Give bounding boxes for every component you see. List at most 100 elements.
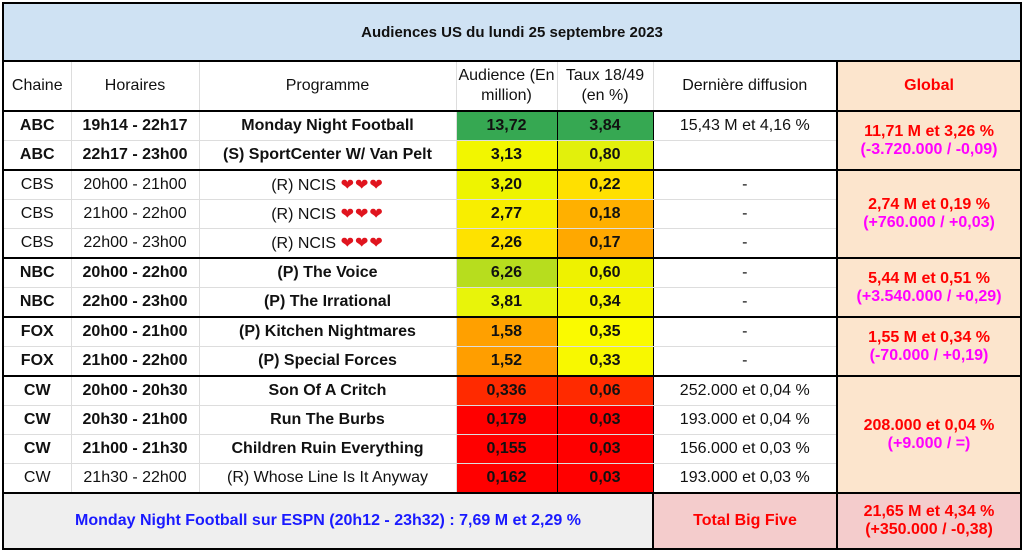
- derniere-diffusion-cell: -: [652, 199, 838, 229]
- table-row: CW 21h00 - 21h30 Children Ruin Everything 0…: [2, 434, 1021, 464]
- global-diff: (-70.000 / +0,19): [869, 346, 989, 364]
- chaine-cell: NBC: [2, 287, 72, 318]
- heart-icons: ❤❤❤: [340, 177, 384, 194]
- audience-cell: 2,26: [455, 228, 558, 259]
- horaires-cell: 19h14 - 22h17: [70, 110, 200, 141]
- global-cell: 2,74 M et 0,19 % (+760.000 / +0,03): [835, 169, 1022, 259]
- audience-cell: 1,58: [455, 316, 558, 347]
- header-row: Chaine Horaires Programme Audience (En m…: [2, 60, 1022, 112]
- derniere-diffusion-cell: -: [652, 287, 838, 318]
- programme-cell: (P) Kitchen Nightmares: [198, 316, 457, 347]
- taux-cell: 0,18: [556, 199, 654, 229]
- chaine-cell: ABC: [2, 110, 72, 141]
- global-diff: (+3.540.000 / +0,29): [856, 287, 1002, 305]
- horaires-cell: 22h17 - 23h00: [70, 140, 200, 171]
- chaine-cell: CW: [2, 405, 72, 435]
- table-title: Audiences US du lundi 25 septembre 2023: [1, 2, 1023, 62]
- taux-cell: 0,34: [556, 287, 654, 318]
- programme-cell: (R) NCIS ❤❤❤: [198, 199, 457, 229]
- chaine-cell: CW: [2, 375, 72, 406]
- programme-cell: (R) Whose Line Is It Anyway: [198, 463, 457, 494]
- total-main: 21,65 M et 4,34 %: [863, 503, 995, 520]
- total-diff: (+350.000 / -0,38): [865, 521, 993, 538]
- taux-cell: 0,33: [556, 346, 654, 377]
- audience-cell: 6,26: [455, 257, 558, 288]
- programme-cell: Children Ruin Everything: [198, 434, 457, 464]
- programme-name: (P) The Irrational: [263, 293, 392, 310]
- programme-name: (R) NCIS: [271, 177, 337, 194]
- horaires-cell: 22h00 - 23h00: [70, 287, 200, 318]
- taux-cell: 0,17: [556, 228, 654, 259]
- header-taux: Taux 18/49 (en %): [556, 60, 654, 112]
- table-row: ABC 22h17 - 23h00 (S) SportCenter W/ Van P…: [2, 140, 1021, 171]
- programme-name: (R) NCIS: [271, 235, 337, 252]
- programme-name: Monday Night Football: [241, 117, 414, 134]
- global-cell: 208.000 et 0,04 % (+9.000 / =): [835, 375, 1022, 494]
- horaires-cell: 20h30 - 21h00: [70, 405, 200, 435]
- global-main: 208.000 et 0,04 %: [863, 416, 995, 434]
- table-row: CBS 22h00 - 23h00 (R) NCIS ❤❤❤ 2,26 0,17-: [2, 228, 1021, 259]
- header-derniere: Dernière diffusion: [652, 60, 838, 112]
- horaires-cell: 21h00 - 22h00: [70, 199, 200, 229]
- derniere-diffusion-cell: 156.000 et 0,03 %: [652, 434, 838, 464]
- programme-name: (P) Special Forces: [258, 352, 397, 369]
- total-big-five-label: Total Big Five: [652, 492, 838, 550]
- taux-cell: 0,03: [556, 405, 654, 435]
- programme-cell: (R) NCIS ❤❤❤: [198, 169, 457, 200]
- programme-name: Children Ruin Everything: [231, 440, 424, 457]
- audience-cell: 3,13: [455, 140, 558, 171]
- audience-cell: 0,155: [455, 434, 558, 464]
- header-programme: Programme: [198, 60, 457, 112]
- horaires-cell: 20h00 - 21h00: [70, 316, 200, 347]
- derniere-diffusion-cell: 15,43 M et 4,16 %: [652, 110, 838, 141]
- table-row: ABC 19h14 - 22h17 Monday Night Football 13,…: [2, 110, 1022, 171]
- global-cell: 11,71 M et 3,26 % (-3.720.000 / -0,09): [835, 110, 1022, 171]
- audience-cell: 0,179: [455, 405, 558, 435]
- global-diff: (-3.720.000 / -0,09): [860, 140, 998, 158]
- taux-cell: 3,84: [556, 110, 654, 141]
- derniere-diffusion-cell: -: [652, 228, 838, 259]
- global-main: 1,55 M et 0,34 %: [868, 328, 990, 346]
- header-global: Global: [835, 60, 1022, 112]
- global-main: 5,44 M et 0,51 %: [868, 269, 990, 287]
- taux-cell: 0,60: [556, 257, 654, 288]
- programme-cell: Run The Burbs: [198, 405, 457, 435]
- derniere-diffusion-cell: -: [652, 316, 838, 347]
- header-audience: Audience (En million): [455, 60, 558, 112]
- programme-cell: (P) The Voice: [198, 257, 457, 288]
- global-cell: 1,55 M et 0,34 % (-70.000 / +0,19): [835, 316, 1022, 377]
- horaires-cell: 21h00 - 21h30: [70, 434, 200, 464]
- chaine-cell: CW: [2, 463, 72, 494]
- derniere-diffusion-cell: [652, 140, 838, 171]
- programme-cell: Monday Night Football: [198, 110, 457, 141]
- programme-name: Son Of A Critch: [268, 382, 387, 399]
- audience-cell: 2,77: [455, 199, 558, 229]
- chaine-cell: FOX: [2, 346, 72, 377]
- taux-cell: 0,35: [556, 316, 654, 347]
- taux-cell: 0,80: [556, 140, 654, 171]
- heart-icons: ❤❤❤: [340, 235, 384, 252]
- espn-note: Monday Night Football sur ESPN (20h12 - …: [2, 492, 654, 550]
- audience-cell: 1,52: [455, 346, 558, 377]
- audience-cell: 3,20: [455, 169, 558, 200]
- audience-cell: 3,81: [455, 287, 558, 318]
- header-chaine: Chaine: [2, 60, 72, 112]
- chaine-cell: ABC: [2, 140, 72, 171]
- programme-cell: (R) NCIS ❤❤❤: [198, 228, 457, 259]
- global-cell: 5,44 M et 0,51 % (+3.540.000 / +0,29): [835, 257, 1022, 318]
- horaires-cell: 21h00 - 22h00: [70, 346, 200, 377]
- global-diff: (+9.000 / =): [887, 434, 971, 452]
- heart-icons: ❤❤❤: [340, 206, 384, 223]
- chaine-cell: CBS: [2, 199, 72, 229]
- programme-name: Run The Burbs: [270, 411, 385, 428]
- table-row: CW 21h30 - 22h00 (R) Whose Line Is It Anyw…: [2, 463, 1021, 494]
- programme-name: (P) The Voice: [277, 264, 378, 281]
- horaires-cell: 22h00 - 23h00: [70, 228, 200, 259]
- programme-cell: (P) Special Forces: [198, 346, 457, 377]
- total-big-five-value: 21,65 M et 4,34 % (+350.000 / -0,38): [835, 492, 1023, 550]
- programme-cell: (S) SportCenter W/ Van Pelt: [198, 140, 457, 171]
- chaine-cell: CBS: [2, 228, 72, 259]
- programme-name: (P) Kitchen Nightmares: [239, 323, 416, 340]
- taux-cell: 0,06: [556, 375, 654, 406]
